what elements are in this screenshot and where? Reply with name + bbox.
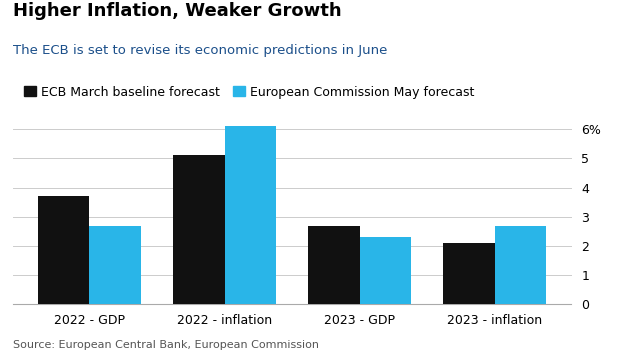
Bar xyxy=(225,126,276,304)
Text: The ECB is set to revise its economic predictions in June: The ECB is set to revise its economic pr… xyxy=(13,44,387,57)
Legend: ECB March baseline forecast, European Commission May forecast: ECB March baseline forecast, European Co… xyxy=(19,81,479,104)
Bar xyxy=(173,155,225,304)
Bar xyxy=(495,225,546,304)
Bar xyxy=(38,196,90,304)
Text: Source: European Central Bank, European Commission: Source: European Central Bank, European … xyxy=(13,341,319,350)
Bar xyxy=(443,243,495,304)
Bar xyxy=(309,225,359,304)
Bar xyxy=(359,237,411,304)
Text: Higher Inflation, Weaker Growth: Higher Inflation, Weaker Growth xyxy=(13,2,342,20)
Bar xyxy=(90,225,141,304)
